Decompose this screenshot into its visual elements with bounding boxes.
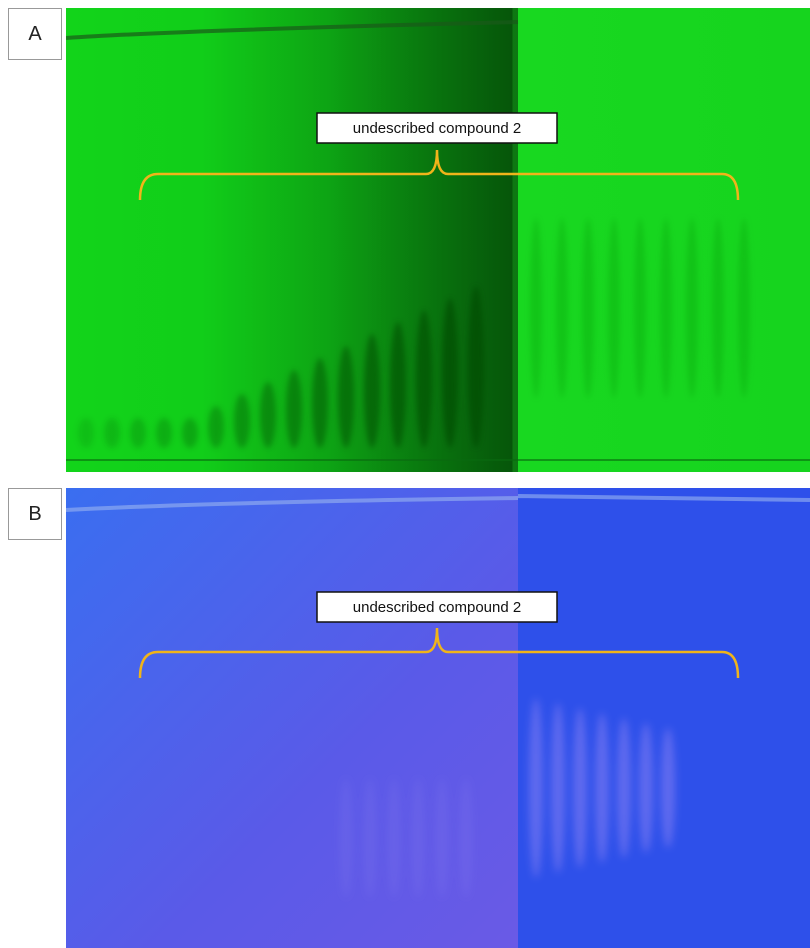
spot bbox=[412, 778, 424, 898]
spot bbox=[436, 778, 448, 898]
spot bbox=[530, 218, 542, 398]
spot bbox=[529, 698, 543, 878]
spot bbox=[460, 778, 472, 898]
spot bbox=[130, 418, 146, 448]
spot bbox=[338, 346, 354, 448]
spot bbox=[660, 218, 672, 398]
spot bbox=[364, 334, 380, 448]
spot bbox=[78, 418, 94, 448]
spot bbox=[639, 723, 653, 853]
spot bbox=[556, 218, 568, 398]
spot bbox=[582, 218, 594, 398]
annotation: undescribed compound 2 bbox=[353, 599, 521, 616]
spot bbox=[738, 218, 750, 398]
spot bbox=[416, 310, 432, 448]
spot bbox=[468, 286, 484, 448]
spot bbox=[634, 218, 646, 398]
spot bbox=[364, 778, 376, 898]
spot bbox=[595, 713, 609, 863]
spot bbox=[260, 382, 276, 448]
spot bbox=[617, 718, 631, 858]
panel-label: B bbox=[8, 488, 62, 540]
spot bbox=[390, 322, 406, 448]
plate-image: undescribed compound 2 bbox=[66, 488, 810, 948]
spot bbox=[686, 218, 698, 398]
plate-image: undescribed compound 2 bbox=[66, 8, 810, 472]
spot bbox=[104, 418, 120, 448]
spot bbox=[234, 394, 250, 448]
spot bbox=[208, 406, 224, 448]
spot bbox=[712, 218, 724, 398]
spot bbox=[156, 418, 172, 448]
spot bbox=[388, 778, 400, 898]
spot bbox=[661, 728, 675, 848]
annotation: undescribed compound 2 bbox=[353, 120, 521, 137]
spot bbox=[340, 778, 352, 898]
spot bbox=[608, 218, 620, 398]
spot bbox=[573, 708, 587, 868]
spot bbox=[286, 370, 302, 448]
spot bbox=[551, 703, 565, 873]
figure: A B undescribed compound 2 bbox=[0, 0, 810, 948]
spot bbox=[182, 418, 198, 448]
spot bbox=[442, 298, 458, 448]
spot bbox=[312, 358, 328, 448]
panel-label: A bbox=[8, 8, 62, 60]
